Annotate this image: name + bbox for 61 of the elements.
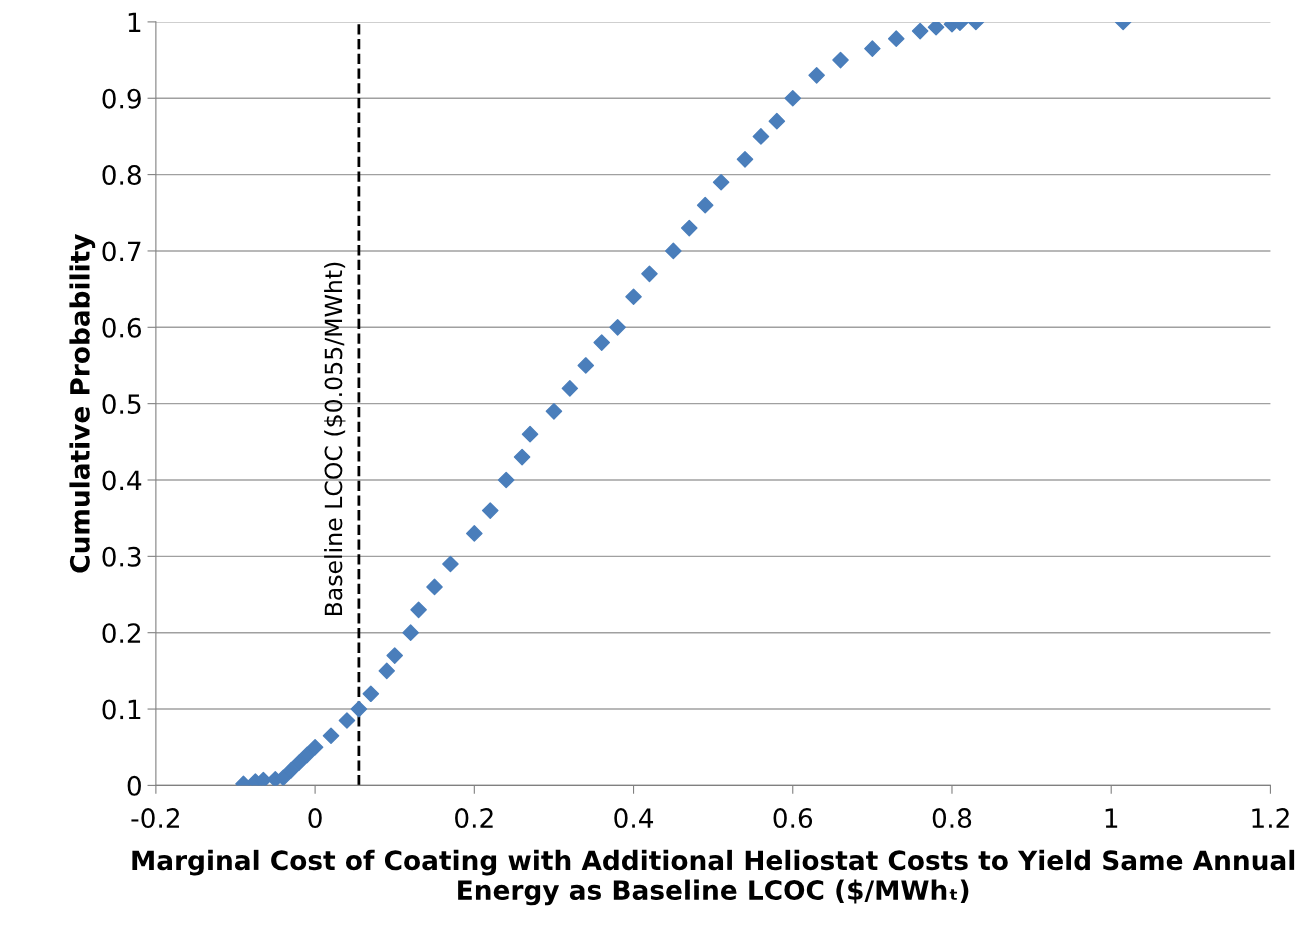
y-tick-label: 0 [127, 775, 141, 796]
x-tick-label: 0 [308, 808, 322, 829]
point [680, 219, 698, 237]
point [322, 727, 340, 745]
y-tick-label: 0.9 [102, 88, 141, 109]
point [442, 555, 459, 573]
point [864, 40, 881, 57]
y-tick-label: 0.1 [102, 699, 141, 720]
point [561, 380, 579, 397]
point [338, 712, 356, 729]
point [545, 402, 563, 420]
point [378, 662, 396, 680]
point [426, 578, 443, 596]
point [402, 624, 419, 642]
point [593, 334, 610, 351]
point [306, 738, 324, 756]
point [386, 647, 404, 664]
x-tick-label: 0.4 [614, 808, 654, 829]
point [665, 242, 682, 260]
y-tick-label: 0.7 [102, 241, 141, 262]
point [752, 128, 770, 145]
point [832, 51, 849, 69]
point [513, 448, 531, 466]
point [609, 318, 626, 336]
point [625, 288, 642, 306]
y-axis-title: Cumulative Probability [69, 234, 96, 573]
point [497, 471, 515, 489]
point [784, 89, 802, 107]
point [927, 21, 945, 36]
x-tick-label: 1 [1105, 808, 1118, 828]
ref-line-label: Baseline LCOC ($0.055/MWht) [324, 262, 346, 616]
point [362, 685, 380, 703]
y-tick-label: 0.3 [102, 546, 141, 567]
point [298, 746, 316, 764]
point [768, 112, 786, 130]
x-tick-label: 0.2 [455, 808, 493, 829]
point [481, 502, 499, 519]
y-tick-label: 0.6 [102, 317, 142, 338]
point [577, 357, 595, 374]
point [736, 151, 754, 168]
point [808, 67, 825, 84]
y-tick-label: 0.4 [102, 470, 142, 491]
x-tick-label: -0.2 [131, 808, 179, 829]
point [466, 525, 483, 542]
x-tick-label: 1.2 [1252, 808, 1289, 828]
point [350, 700, 368, 718]
y-tick-label: 0.8 [102, 165, 141, 185]
point [641, 265, 658, 283]
y-tick-label: 1 [128, 12, 141, 32]
point [712, 173, 730, 191]
x-tick-label: 0.8 [932, 808, 972, 829]
point [282, 761, 300, 779]
y-tick-label: 0.5 [102, 394, 141, 415]
point [521, 425, 539, 443]
point [887, 30, 905, 47]
x-tick-label: 0.6 [773, 808, 813, 829]
y-tick-label: 0.2 [102, 623, 141, 644]
x-axis-title: Marginal Cost of Coating with Additional Heliostat Costs to Yield Same Annual Energy as Baseline LCOC ($/MWhₜ) [132, 849, 1295, 906]
point [410, 601, 427, 619]
point [911, 22, 929, 40]
point [696, 196, 714, 214]
